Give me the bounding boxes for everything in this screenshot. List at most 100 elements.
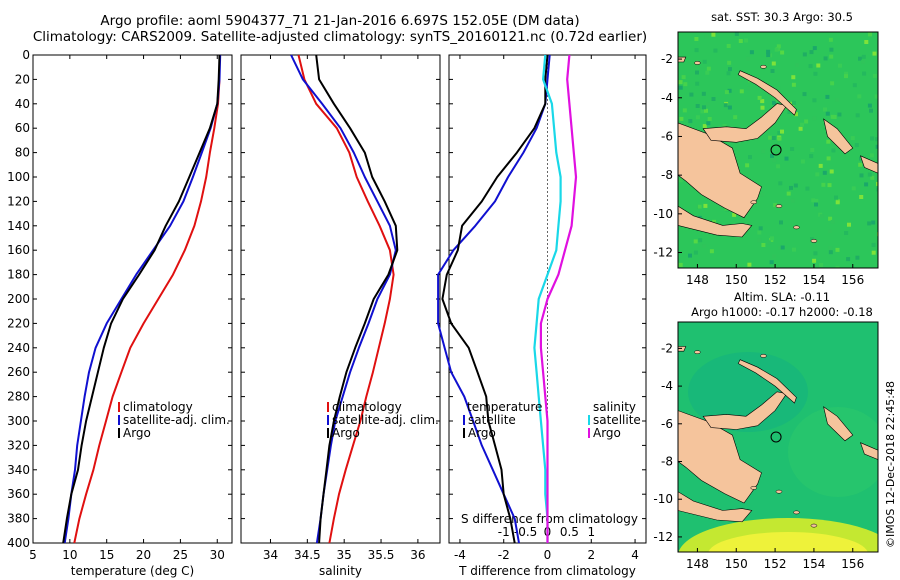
sst-pixel bbox=[876, 187, 878, 192]
sst_map-ytick-label: -10 bbox=[653, 207, 673, 221]
sst-pixel bbox=[711, 32, 716, 37]
sst-pixel bbox=[875, 144, 878, 149]
sst-pixel bbox=[770, 236, 775, 241]
sla_map-ytick-label: -8 bbox=[661, 455, 673, 469]
sst-pixel bbox=[854, 143, 859, 148]
diff-xlabel-top: S difference from climatology bbox=[461, 512, 638, 526]
sst-pixel bbox=[816, 63, 821, 68]
sst-pixel bbox=[732, 212, 737, 217]
sla_map-ytick-label: -4 bbox=[661, 379, 673, 393]
land-small-island bbox=[694, 350, 701, 355]
sst-pixel bbox=[727, 60, 732, 65]
sst-pixel bbox=[859, 195, 864, 199]
sst-pixel bbox=[861, 54, 866, 59]
sla-map-title-line2: Argo h1000: -0.17 h2000: -0.18 bbox=[691, 305, 873, 319]
sst-pixel bbox=[780, 129, 784, 134]
sst-pixel bbox=[682, 108, 687, 113]
sst_map-xtick-label: 156 bbox=[841, 273, 864, 287]
sst-pixel bbox=[790, 147, 795, 151]
sst-pixel bbox=[830, 219, 835, 224]
sst-pixel bbox=[776, 164, 781, 169]
depth-tick-label: 140 bbox=[7, 219, 30, 233]
sst-pixel bbox=[825, 111, 830, 116]
sst_map-xtick-label: 154 bbox=[802, 273, 825, 287]
sst_map-ytick-label: -12 bbox=[653, 246, 673, 260]
sst_map-argo-marker bbox=[770, 144, 782, 156]
sst-pixel bbox=[827, 183, 832, 188]
sst-pixel bbox=[755, 75, 760, 80]
sst-pixel bbox=[772, 100, 776, 105]
sst-pixel bbox=[814, 198, 819, 203]
sla-map-title-line1: Altim. SLA: -0.11 bbox=[734, 290, 830, 304]
sst-pixel bbox=[726, 71, 731, 76]
sst-pixel bbox=[828, 37, 833, 42]
difference-xtick-label: 2 bbox=[587, 548, 595, 562]
depth-tick-label: 200 bbox=[7, 292, 30, 306]
sla-map-panel: 148 150 152 154 156 -2 -4 -6 -8 -10 -12 bbox=[653, 321, 879, 571]
sst-pixel bbox=[812, 46, 817, 51]
temp-legend-label: climatology bbox=[123, 400, 193, 414]
sst-pixel bbox=[791, 75, 796, 80]
sst-pixel bbox=[864, 182, 869, 187]
temperature-xtick-label: 30 bbox=[210, 548, 225, 562]
sst-pixel bbox=[744, 38, 749, 43]
sst-pixel bbox=[707, 117, 712, 121]
sla-low-patch bbox=[688, 352, 808, 432]
sst-pixel bbox=[835, 200, 840, 205]
sst-pixel bbox=[812, 98, 817, 103]
temperature-xtick-label: 25 bbox=[173, 548, 188, 562]
sst-pixel bbox=[810, 237, 815, 242]
difference-xtick-label: 4 bbox=[631, 548, 639, 562]
depth-tick-label: 40 bbox=[15, 97, 30, 111]
title-line2: Climatology: CARS2009. Satellite-adjuste… bbox=[33, 29, 647, 45]
sst-pixel bbox=[791, 100, 796, 105]
temp-legend-label: satellite-adj. clim. bbox=[123, 413, 230, 427]
sst-pixel bbox=[835, 265, 840, 268]
diff-sal-tick-label: 1 bbox=[587, 525, 595, 539]
imos-credit: ©IMOS 12-Dec-2018 22:45:48 bbox=[884, 381, 897, 548]
sst-pixel bbox=[778, 181, 783, 186]
sst-pixel bbox=[724, 90, 729, 95]
land-small-island bbox=[810, 239, 818, 243]
sst-pixel bbox=[748, 155, 752, 160]
sst-pixel bbox=[709, 249, 714, 254]
depth-tick-label: 20 bbox=[15, 72, 30, 86]
depth-tick-label: 400 bbox=[7, 536, 30, 550]
sst-pixel bbox=[862, 71, 867, 76]
sst-pixel bbox=[823, 107, 827, 112]
sst-pixel bbox=[800, 159, 805, 164]
sst-pixel bbox=[727, 88, 732, 93]
sst-pixel bbox=[808, 64, 813, 69]
sst-pixel bbox=[823, 56, 828, 61]
sst-pixel bbox=[872, 51, 877, 56]
sst-pixel bbox=[871, 250, 876, 255]
sst-pixel bbox=[708, 198, 713, 203]
depth-tick-label: 80 bbox=[15, 146, 30, 160]
depth-tick-label: 60 bbox=[15, 121, 30, 135]
sal-legend-label: climatology bbox=[332, 400, 402, 414]
land-new-ireland bbox=[737, 359, 797, 404]
sla_map-ytick-label: -12 bbox=[653, 530, 673, 544]
sst-pixel bbox=[826, 156, 831, 161]
land-choiseul bbox=[859, 442, 878, 460]
sst-pixel bbox=[821, 182, 826, 187]
salinity-xlabel: salinity bbox=[319, 564, 362, 578]
sst-pixel bbox=[783, 106, 788, 111]
sst-pixel bbox=[706, 102, 710, 107]
land-papuan-peninsula bbox=[678, 205, 753, 238]
sst-pixel bbox=[695, 70, 699, 75]
sst-pixel bbox=[747, 262, 752, 267]
sst-map-panel: 148 150 152 154 156 -2 -4 -6 -8 -10 -12 bbox=[653, 31, 879, 287]
sla_map-xtick-label: 152 bbox=[764, 557, 787, 571]
sst-pixel bbox=[811, 198, 816, 203]
sst-pixel bbox=[712, 219, 716, 224]
sst-pixel bbox=[861, 59, 866, 64]
sst-pixel bbox=[760, 192, 765, 197]
sst-pixel bbox=[779, 220, 783, 225]
sst-pixel bbox=[851, 186, 856, 191]
sst-pixel bbox=[858, 56, 862, 61]
sla_map-xtick-label: 154 bbox=[802, 557, 825, 571]
sst-pixel bbox=[757, 230, 762, 235]
sst-pixel bbox=[772, 254, 776, 259]
